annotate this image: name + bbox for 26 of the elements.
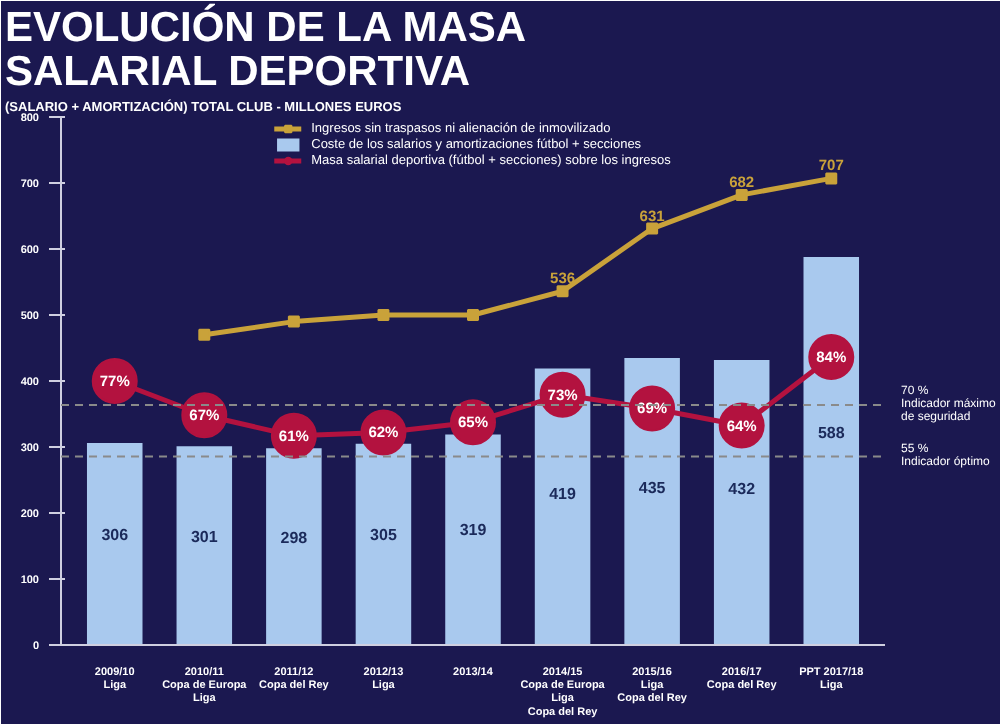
data-label: 419 [549,484,578,503]
data-label: 306 [101,525,130,544]
point [198,328,211,341]
data-label: 588 [817,423,846,442]
bar [176,446,233,645]
bar [355,443,412,645]
point [287,315,300,328]
data-label: 301 [190,527,219,546]
data-label: 305 [370,526,398,545]
point [377,309,390,321]
bar [266,448,322,645]
data-label: 319 [459,521,488,540]
bar [445,434,501,645]
bar [803,256,860,645]
bar [624,357,680,645]
point [735,188,748,201]
bar [86,443,143,645]
point [467,309,479,321]
point [556,285,569,298]
bar [534,368,591,645]
data-label: 298 [280,528,309,547]
point [825,172,838,185]
data-label: 432 [728,480,757,499]
data-label: 435 [638,479,667,498]
chart-title: EVOLUCIÓN DE LA MASA SALARIAL DEPORTIVA [5,3,527,95]
point [646,222,659,235]
